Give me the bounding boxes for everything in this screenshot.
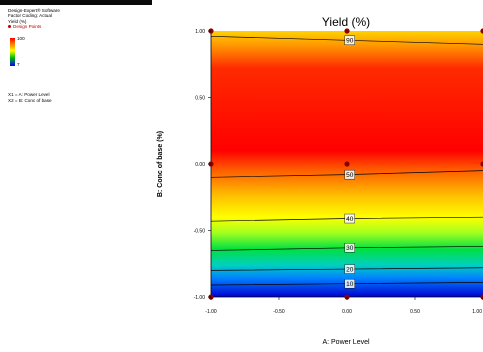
- design-points-legend: Design Points: [8, 24, 60, 29]
- contour-label-box: [344, 169, 355, 180]
- x-tick-label: -1.00: [205, 309, 217, 315]
- header-bar: [0, 0, 152, 5]
- design-point: [480, 161, 483, 167]
- y-tick-label: -0.50: [194, 228, 206, 234]
- contour-label: 10: [346, 281, 354, 288]
- design-point-icon: [8, 25, 11, 29]
- design-point: [480, 294, 483, 300]
- info-panel: Design-Expert® Software Factor Coding: A…: [8, 8, 60, 29]
- color-scale: [10, 38, 15, 66]
- color-scale-high: 100: [17, 36, 25, 41]
- x-tick-label: 0.00: [342, 309, 352, 315]
- factor-list: X1 = A: Power Level X2 = B: Conc of base: [8, 92, 52, 103]
- design-point: [344, 161, 350, 167]
- contour-label: 90: [346, 38, 354, 45]
- factor-y: X2 = B: Conc of base: [8, 97, 52, 103]
- x-tick-label: -0.50: [273, 309, 285, 315]
- factor-x: X1 = A: Power Level: [8, 92, 50, 97]
- contour-label-box: [344, 35, 355, 46]
- contour-label-box: [344, 213, 355, 224]
- contour-label-box: [344, 243, 355, 253]
- y-tick-label: 0.50: [195, 95, 205, 101]
- response-name: Yield (%): [8, 18, 27, 24]
- design-point: [480, 28, 483, 34]
- y-axis-label: B: Conc of base (%): [157, 131, 164, 197]
- contour-label-box: [344, 279, 355, 289]
- design-points: [208, 28, 483, 300]
- y-tick-label: 0.00: [195, 162, 205, 168]
- design-point: [344, 28, 350, 34]
- y-ticks: 1.00 0.50 0.00 -0.50 -1.00: [194, 29, 211, 301]
- x-tick-label: 0.50: [410, 309, 420, 315]
- contour-label-box: [344, 264, 355, 274]
- contour-label: 20: [346, 266, 354, 273]
- color-scale-low: 7: [17, 62, 20, 67]
- y-tick-label: 1.00: [195, 29, 205, 35]
- x-axis-label: A: Power Level: [322, 339, 370, 346]
- x-ticks: -1.00 -0.50 0.00 0.50 1.00: [205, 297, 483, 315]
- contour-lines: 90 50 40 30 20 10: [210, 35, 483, 289]
- factor-coding: Factor Coding: Actual: [8, 13, 52, 19]
- software-name: Design-Expert® Software: [8, 8, 60, 13]
- x-tick-label: 1.00: [472, 309, 482, 315]
- design-points-label: Design Points: [13, 23, 42, 29]
- contour-label: 50: [346, 172, 354, 179]
- contour-label: 40: [346, 216, 354, 223]
- y-tick-label: -1.00: [194, 295, 206, 301]
- contour-label: 30: [346, 245, 354, 252]
- chart-title: Yield (%): [322, 15, 370, 29]
